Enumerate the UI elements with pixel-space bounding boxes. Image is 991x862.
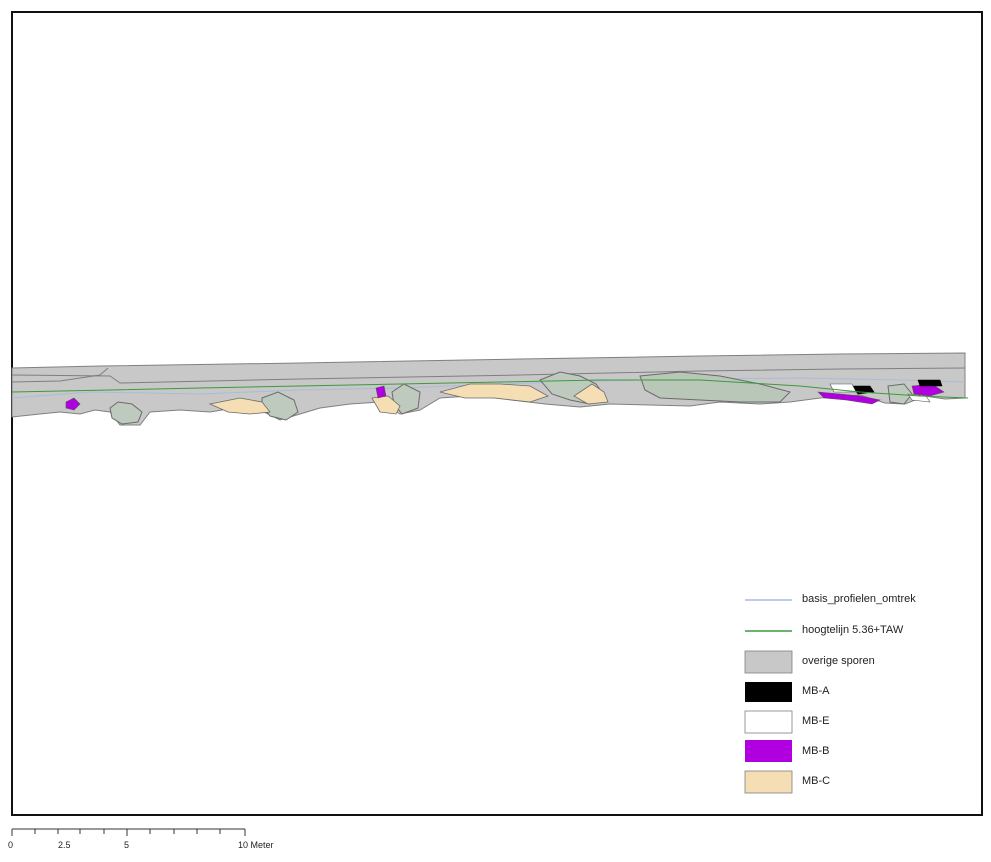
profile-outline-left bbox=[11, 367, 109, 383]
legend-label-hoogtelijn: hoogtelijn 5.36+TAW bbox=[802, 624, 904, 636]
scale-bar bbox=[11, 828, 246, 836]
profile-band bbox=[11, 352, 969, 426]
legend-label-mb-b: MB-B bbox=[802, 745, 830, 757]
mb-b-patch-1 bbox=[65, 397, 81, 411]
legend-symbol-overige-sporen bbox=[744, 650, 793, 674]
legend-symbol-mb-c bbox=[744, 770, 793, 794]
mb-b-patch-3 bbox=[817, 391, 881, 405]
scale-label-2-5: 2.5 bbox=[58, 840, 71, 850]
legend-label-mb-a: MB-A bbox=[802, 685, 830, 697]
hoogtelijn-contour bbox=[11, 379, 969, 399]
legend-symbol-mb-b bbox=[745, 740, 792, 762]
pit-5 bbox=[639, 371, 791, 403]
mb-b-patch-2 bbox=[375, 385, 387, 399]
legend-label-mb-e: MB-E bbox=[802, 715, 830, 727]
legend-label-overige-sporen: overige sporen bbox=[802, 655, 875, 667]
legend-symbols bbox=[744, 599, 793, 794]
scale-label-10: 10 Meter bbox=[238, 840, 274, 850]
mb-a-patch-2 bbox=[917, 379, 943, 387]
mb-c-patch-1 bbox=[208, 397, 271, 415]
scale-label-0: 0 bbox=[8, 840, 14, 850]
legend-label-basis-profielen: basis_profielen_omtrek bbox=[802, 593, 916, 605]
legend-symbol-mb-a bbox=[745, 682, 792, 702]
pit-1 bbox=[109, 401, 143, 425]
legend-label-mb-c: MB-C bbox=[802, 775, 831, 787]
mb-c-patch-4 bbox=[573, 383, 609, 405]
map-border bbox=[11, 11, 983, 816]
pit-6 bbox=[887, 383, 913, 405]
legend-symbol-mb-e bbox=[744, 710, 793, 734]
profile-outline-upper bbox=[11, 367, 966, 384]
scale-label-5: 5 bbox=[124, 840, 130, 850]
mb-c-patch-3 bbox=[439, 383, 549, 403]
